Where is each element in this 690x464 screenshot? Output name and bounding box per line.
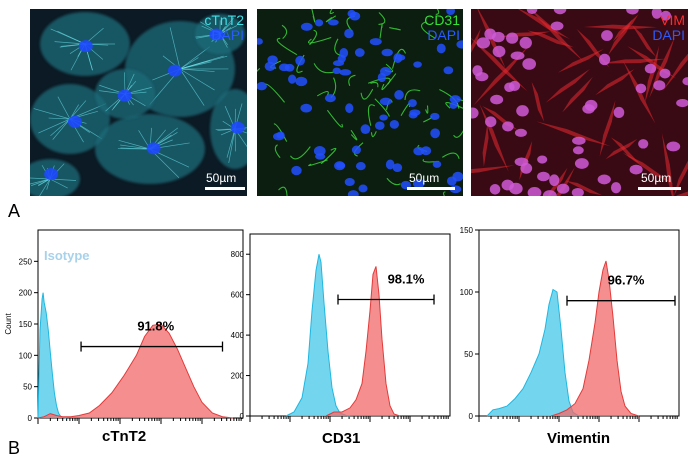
y-tick-label: 250 — [19, 257, 33, 266]
micro-marker-label: VIM — [660, 12, 685, 28]
x-axis-label-ctnt2: cTnT2 — [102, 428, 147, 445]
gate-percent-label: 98.1% — [388, 272, 425, 287]
scale-bar — [205, 187, 245, 190]
histogram-cd31: 0 200 400 600 800 98.1% — [228, 224, 460, 429]
plot-frame — [249, 233, 451, 417]
scale-bar — [638, 187, 681, 190]
stained-area — [551, 261, 639, 416]
scale-bar — [407, 187, 455, 190]
stained-line — [325, 266, 401, 417]
panel-label-a: A — [8, 201, 21, 221]
y-tick-label: 200 — [19, 289, 33, 298]
y-tick-label: 200 — [231, 372, 245, 381]
gate-percent-label: 91.8% — [137, 319, 174, 334]
stained-line — [37, 323, 233, 419]
micro-marker-label: cTnT2 — [204, 12, 244, 28]
isotype-area — [487, 289, 579, 416]
micrograph-texture — [471, 9, 688, 196]
isotype-line — [37, 292, 67, 419]
micrograph-vim: VIM DAPI 50µm — [471, 9, 688, 196]
y-tick-label: 600 — [231, 291, 245, 300]
x-axis-label-cd31: CD31 — [322, 430, 361, 447]
plot-frame — [478, 229, 680, 417]
gate-percent-label: 96.7% — [608, 273, 645, 288]
y-tick-label: 50 — [464, 350, 473, 359]
micrograph-ctnt2: cTnT2 DAPI 50µm — [30, 9, 247, 196]
y-tick-label: 50 — [23, 383, 32, 392]
scale-bar-label: 50µm — [409, 171, 440, 185]
isotype-area — [286, 254, 350, 416]
y-tick-label: 150 — [460, 226, 474, 235]
y-axis-label: Count — [4, 313, 13, 335]
micro-counterstain-label: DAPI — [211, 27, 244, 43]
y-tick-label: 0 — [469, 412, 474, 421]
y-tick-label: 400 — [231, 331, 245, 340]
y-tick-label: 100 — [19, 351, 33, 360]
y-tick-label: 0 — [28, 414, 33, 423]
histogram-vimentin: 0 50 100 150 96.7% — [452, 220, 688, 429]
micrograph-cd31: CD31 DAPI 50µm — [257, 9, 463, 196]
panel-label-b: B — [8, 438, 21, 458]
isotype-area — [38, 292, 67, 418]
y-tick-label: 800 — [231, 250, 245, 259]
stained-area — [326, 266, 400, 416]
stained-area — [38, 324, 233, 418]
x-axis-label-vimentin: Vimentin — [547, 430, 611, 447]
stained-line — [550, 260, 640, 417]
micrograph-texture — [30, 9, 247, 196]
micrograph-texture — [257, 9, 463, 196]
scale-bar-label: 50µm — [641, 171, 672, 185]
isotype-line — [285, 254, 351, 417]
micro-counterstain-label: DAPI — [427, 27, 460, 43]
micro-counterstain-label: DAPI — [652, 27, 685, 43]
legend-isotype: Isotype — [44, 248, 90, 263]
histogram-ctnt2: 0 50 100 150 200 250 Count 91.8% Isotype — [0, 224, 250, 429]
y-tick-label: 0 — [240, 412, 245, 421]
y-tick-label: 150 — [19, 320, 33, 329]
scale-bar-label: 50µm — [206, 171, 237, 185]
micro-marker-label: CD31 — [424, 12, 460, 28]
isotype-line — [486, 288, 580, 417]
y-tick-label: 100 — [460, 288, 474, 297]
